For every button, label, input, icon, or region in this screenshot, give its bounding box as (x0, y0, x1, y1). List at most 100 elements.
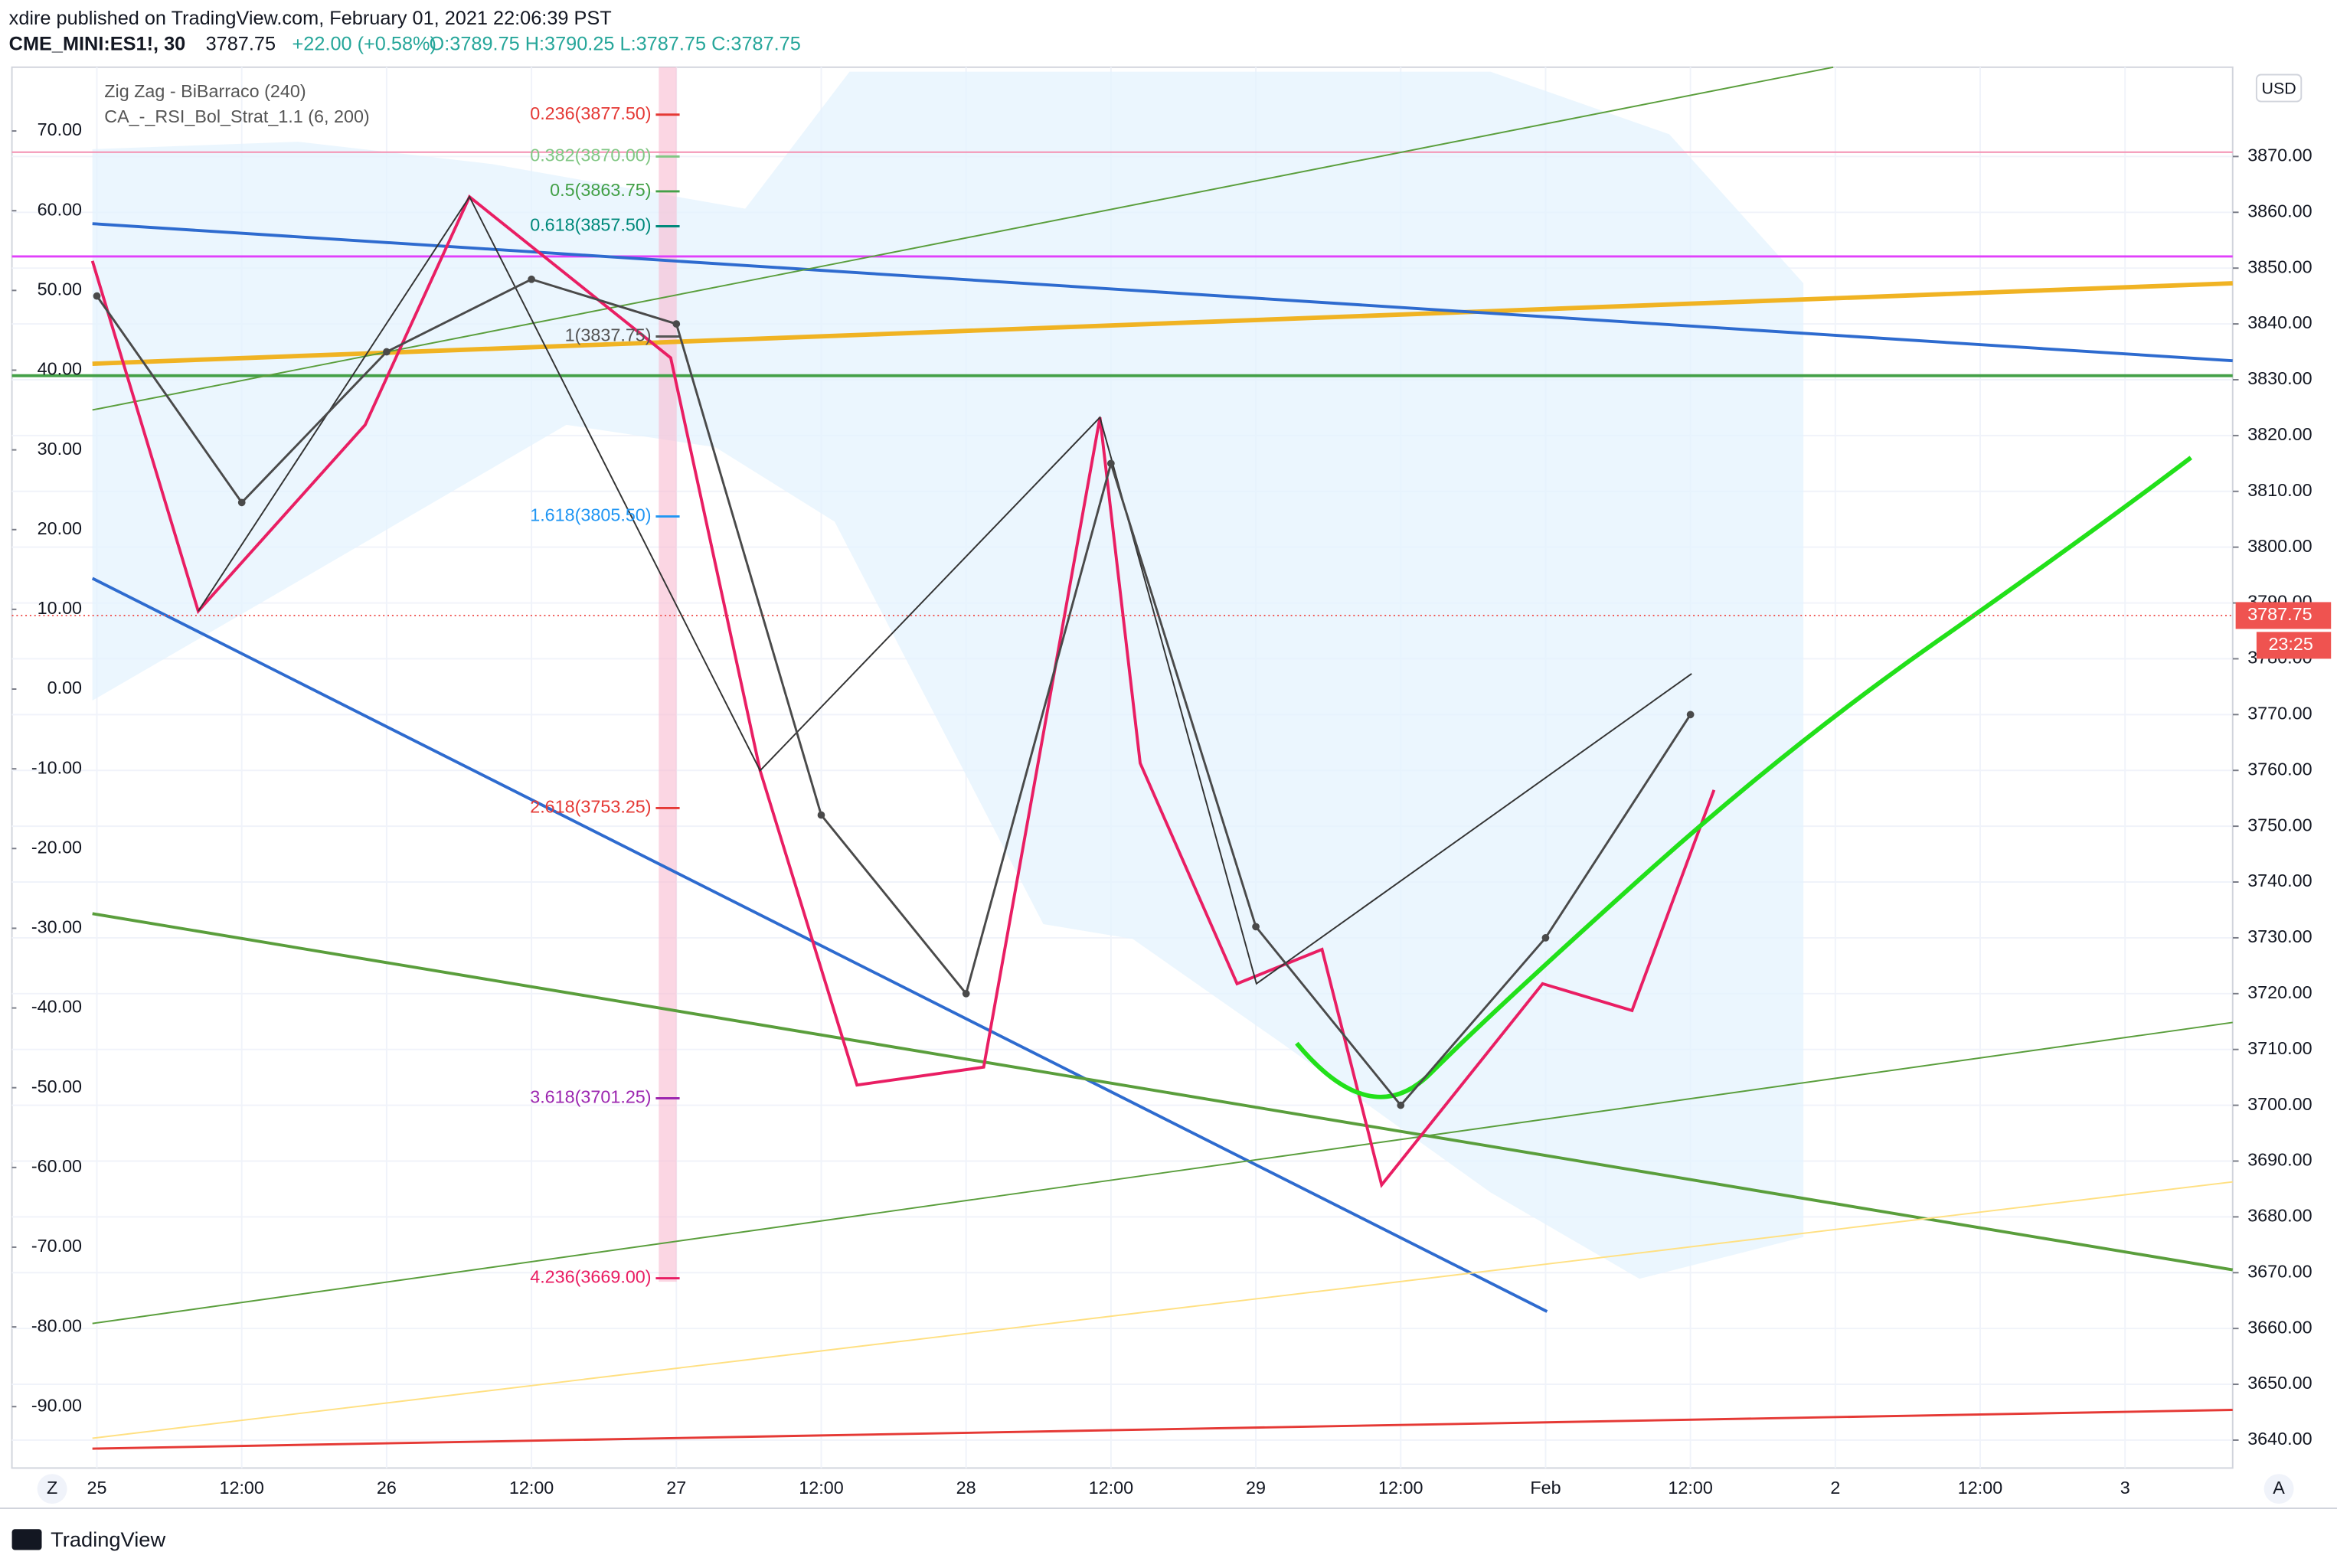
y2-tick-label: -20.00 (31, 837, 82, 857)
y2-tick-label: 40.00 (38, 359, 82, 379)
footer-logo: TradingView (51, 1527, 165, 1551)
x-tick-label: 12:00 (1089, 1478, 1133, 1498)
trend-line (92, 912, 2234, 1272)
y-tick-label: 3860.00 (2247, 201, 2312, 220)
y-tick-label: 3700.00 (2247, 1094, 2312, 1114)
trend-line (92, 1409, 2233, 1450)
fib-label: 0.5(3863.75) (550, 180, 651, 200)
price-point (1252, 923, 1260, 931)
last-price-badge (2235, 602, 2332, 629)
x-tick-label: Feb (1530, 1478, 1561, 1498)
fib-label: 1.618(3805.50) (530, 505, 651, 525)
trend-line (91, 577, 1548, 1313)
x-tick-label: 12:00 (1378, 1478, 1423, 1498)
y2-tick-label: 50.00 (38, 279, 82, 299)
fib-label: 0.236(3877.50) (530, 103, 651, 123)
y-tick-label: 3710.00 (2247, 1038, 2312, 1058)
y-tick-label: 3770.00 (2247, 704, 2312, 724)
price: 3787.75 (206, 33, 276, 54)
fib-label: 3.618(3701.25) (530, 1087, 651, 1107)
fib-label: 2.618(3753.25) (530, 797, 651, 817)
price-point (1107, 459, 1115, 468)
y2-tick-label: 10.00 (38, 598, 82, 618)
y2-tick-label: -70.00 (31, 1236, 82, 1256)
fib-label: 1(3837.75) (565, 325, 652, 345)
price-line (96, 278, 1691, 1107)
y2-tick-label: -80.00 (31, 1315, 82, 1335)
symbol: CME_MINI:ES1!, 30 (9, 33, 186, 54)
logo-icon (11, 1529, 42, 1550)
change: +22.00 (+0.58%) (293, 33, 436, 54)
y-tick-label: 3800.00 (2247, 536, 2312, 556)
x-tick-label: 12:00 (1668, 1478, 1712, 1498)
price-point (528, 275, 535, 283)
price-point (672, 320, 681, 328)
y2-tick-label: -90.00 (31, 1395, 82, 1415)
bollinger-band (92, 71, 1804, 1279)
toolbar-z[interactable]: Z (47, 1478, 57, 1498)
trend-line (92, 66, 1834, 411)
y-tick-label: 3850.00 (2247, 256, 2312, 276)
y-tick-label: 3840.00 (2247, 312, 2312, 332)
x-tick-label: 25 (87, 1478, 107, 1498)
fib-label: 4.236(3669.00) (530, 1267, 651, 1287)
indicator-name: CA_-_RSI_Bol_Strat_1.1 (6, 200) (104, 106, 369, 126)
toolbar-button[interactable] (2263, 1474, 2294, 1504)
fib-label: 0.618(3857.50) (530, 215, 651, 235)
toolbar-a[interactable]: A (2273, 1478, 2285, 1498)
price-point (962, 989, 970, 998)
y-tick-label: 3680.00 (2247, 1206, 2312, 1226)
y-tick-label: 3740.00 (2247, 871, 2312, 890)
y2-tick-label: -40.00 (31, 997, 82, 1017)
price-point (1686, 710, 1695, 719)
indicator-name: Zig Zag - BiBarraco (240) (104, 81, 306, 101)
x-tick-label: 2 (1830, 1478, 1840, 1498)
last-price-label: 3787.75 (2247, 604, 2312, 624)
trend-line (92, 222, 2233, 363)
x-tick-label: 27 (666, 1478, 686, 1498)
x-tick-label: 26 (377, 1478, 397, 1498)
x-tick-label: 3 (2120, 1478, 2130, 1498)
y2-tick-label: -50.00 (31, 1076, 82, 1096)
y-tick-label: 3670.00 (2247, 1261, 2312, 1281)
fib-label: 0.382(3870.00) (530, 145, 651, 165)
x-tick-label: 28 (956, 1478, 976, 1498)
publisher: xdire published on TradingView.com, Febr… (9, 8, 612, 29)
y2-tick-label: 30.00 (38, 439, 82, 459)
fib-column (659, 67, 677, 1282)
y-tick-label: 3820.00 (2247, 424, 2312, 444)
y2-tick-label: 0.00 (47, 678, 82, 697)
y2-tick-label: 70.00 (38, 119, 82, 139)
y-tick-label: 3660.00 (2247, 1317, 2312, 1337)
countdown: 23:25 (2268, 634, 2312, 654)
price-point (1397, 1101, 1405, 1109)
currency-box (2255, 74, 2303, 103)
price-point (383, 348, 391, 356)
y-tick-label: 3830.00 (2247, 368, 2312, 388)
y-tick-label: 3760.00 (2247, 759, 2312, 779)
x-tick-label: 12:00 (219, 1478, 263, 1498)
y2-tick-label: -10.00 (31, 757, 82, 777)
price-point (93, 292, 101, 300)
toolbar-button[interactable] (37, 1474, 67, 1504)
zigzag (90, 194, 1716, 1188)
y-tick-label: 3750.00 (2247, 815, 2312, 835)
x-tick-label: 12:00 (509, 1478, 554, 1498)
y-tick-label: 3870.00 (2247, 145, 2312, 165)
y2-tick-label: 60.00 (38, 199, 82, 219)
y2-tick-label: -60.00 (31, 1156, 82, 1176)
x-tick-label: 12:00 (799, 1478, 843, 1498)
zigzag (198, 195, 1692, 985)
trend-line (92, 1021, 2233, 1325)
y2-tick-label: 20.00 (38, 518, 82, 538)
trend-line (92, 281, 2233, 367)
price-point (817, 811, 825, 819)
y-tick-label: 3650.00 (2247, 1373, 2312, 1393)
forecast-curve (1295, 456, 2193, 1099)
trend-line (92, 1181, 2233, 1439)
y-tick-label: 3810.00 (2247, 480, 2312, 500)
y-tick-label: 3730.00 (2247, 926, 2312, 946)
y-tick-label: 3720.00 (2247, 982, 2312, 1002)
price-point (237, 498, 246, 507)
